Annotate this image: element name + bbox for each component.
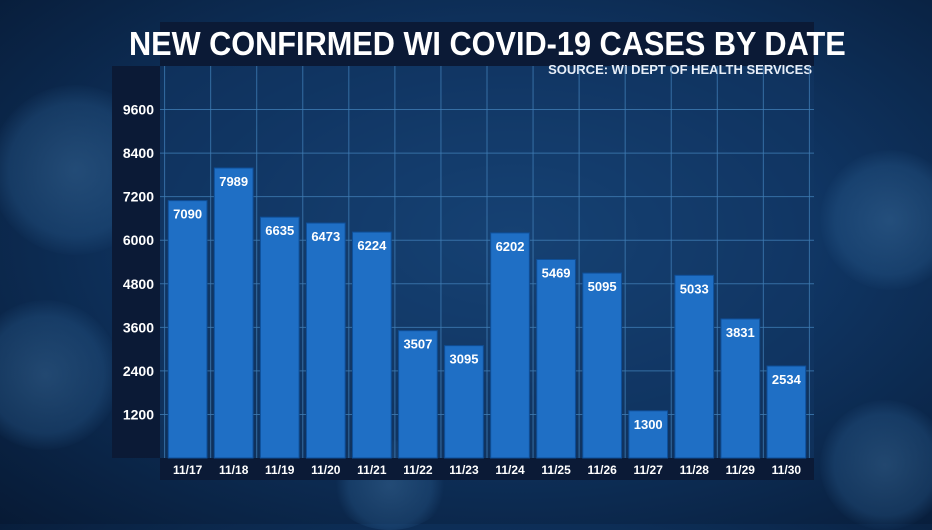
- data-label: 1300: [634, 417, 663, 432]
- bar-11-20: [305, 222, 346, 459]
- background-virus-2: [0, 300, 120, 450]
- x-tick-label: 11/26: [587, 463, 617, 477]
- y-tick-label: 6000: [123, 232, 154, 248]
- x-tick-label: 11/20: [311, 463, 341, 477]
- data-label: 6224: [357, 238, 387, 253]
- bar-11-30: [766, 365, 807, 459]
- bar-11-24: [490, 232, 530, 459]
- data-label: 5033: [680, 281, 709, 296]
- data-label: 5469: [542, 265, 571, 280]
- data-label: 7090: [173, 207, 202, 222]
- background-virus-4: [820, 400, 932, 530]
- bar-11-21: [352, 231, 392, 459]
- bar-11-27: [628, 410, 669, 459]
- background-virus-3: [820, 150, 932, 290]
- x-axis-panel: [160, 458, 814, 480]
- chart-subtitle: SOURCE: WI DEPT OF HEALTH SERVICES: [548, 62, 812, 77]
- y-axis-panel: [112, 66, 160, 458]
- data-label: 5095: [588, 279, 617, 294]
- data-label: 3095: [450, 352, 479, 367]
- bar-11-18: [213, 167, 254, 459]
- x-tick-label: 11/17: [173, 463, 203, 477]
- y-tick-label: 1200: [123, 406, 154, 422]
- y-tick-label: 4800: [123, 276, 154, 292]
- x-tick-label: 11/23: [449, 463, 479, 477]
- x-tick-label: 11/21: [357, 463, 387, 477]
- y-tick-label: 8400: [123, 145, 154, 161]
- data-label: 6473: [311, 229, 340, 244]
- data-label: 3831: [726, 325, 755, 340]
- bar-11-26: [582, 272, 622, 459]
- bar-11-23: [444, 345, 484, 459]
- x-tick-label: 11/28: [680, 463, 710, 477]
- data-label: 2534: [772, 372, 802, 387]
- bar-chart: 1200 2400 3600 4800 6000 7200 8400 9600 7090 11/1…: [123, 66, 814, 477]
- x-tick-label: 11/18: [219, 463, 249, 477]
- bar-11-17: [167, 200, 208, 459]
- bar-11-25: [536, 258, 576, 459]
- bar-11-28: [674, 274, 715, 459]
- x-tick-label: 11/22: [403, 463, 433, 477]
- x-tick-label: 11/29: [726, 463, 756, 477]
- bar-11-29: [720, 318, 761, 459]
- x-tick-label: 11/19: [265, 463, 295, 477]
- data-label: 7989: [219, 174, 248, 189]
- y-tick-label: 9600: [123, 102, 154, 118]
- y-tick-label: 3600: [123, 319, 154, 335]
- x-tick-label: 11/30: [772, 463, 802, 477]
- data-label: 6202: [496, 239, 525, 254]
- x-tick-label: 11/24: [495, 463, 525, 477]
- bar-11-19: [259, 216, 300, 459]
- title-bar: NEW CONFIRMED WI COVID-19 CASES BY DATE: [129, 22, 845, 66]
- x-tick-label: 11/27: [634, 463, 664, 477]
- data-label: 6635: [265, 223, 294, 238]
- bar-11-22: [398, 330, 438, 459]
- chart-title: NEW CONFIRMED WI COVID-19 CASES BY DATE: [128, 25, 846, 62]
- y-tick-label: 7200: [123, 189, 154, 205]
- x-tick-label: 11/25: [541, 463, 571, 477]
- data-label: 3507: [403, 337, 432, 352]
- y-tick-label: 2400: [123, 363, 154, 379]
